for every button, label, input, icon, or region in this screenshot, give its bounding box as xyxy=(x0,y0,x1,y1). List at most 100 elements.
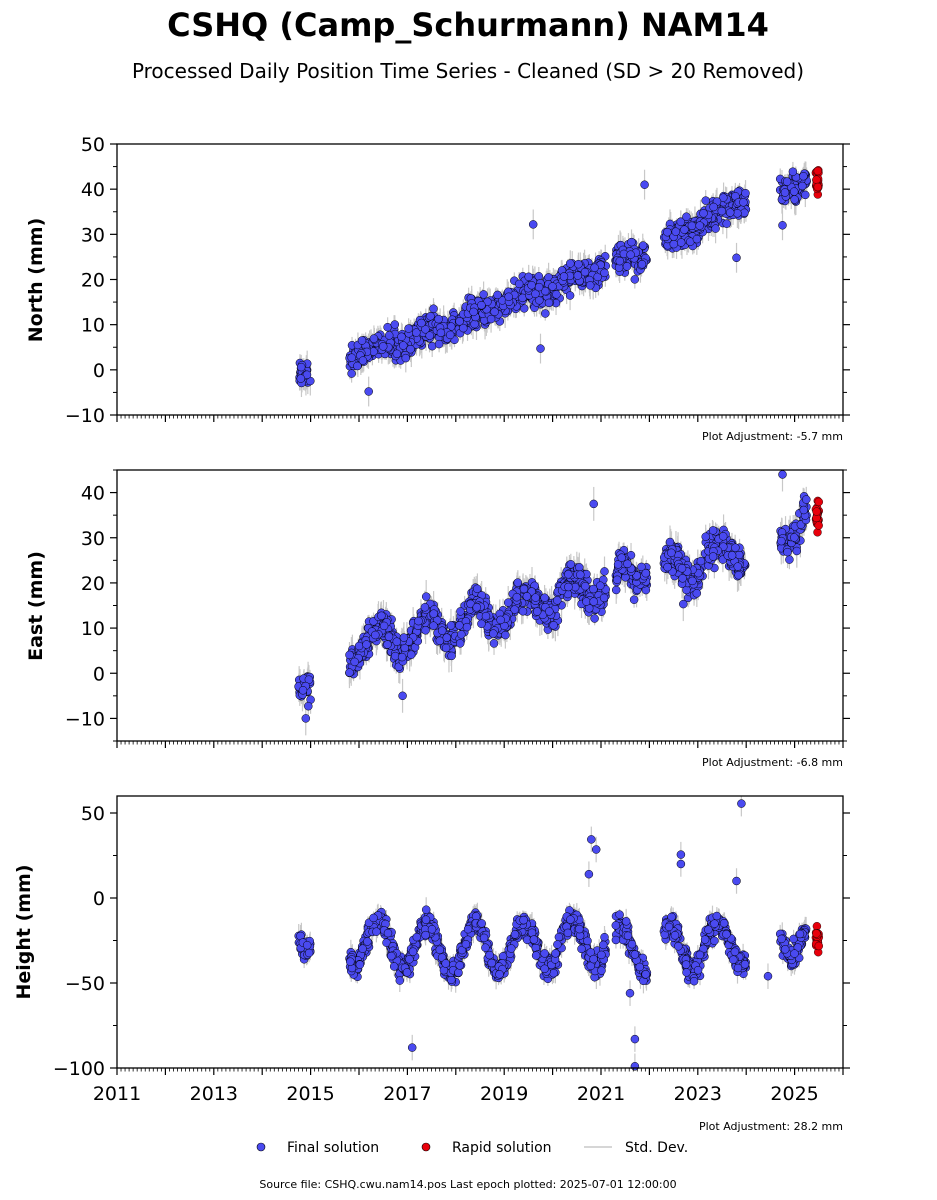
final-solution-point xyxy=(414,616,423,626)
final-solution-point xyxy=(434,314,443,324)
final-solution-point xyxy=(406,344,415,354)
final-solution-point xyxy=(777,536,786,546)
rapid-points xyxy=(811,496,823,537)
north-panel: North (mm) Plot Adjustment: -5.7 mm −10 0… xyxy=(25,134,850,443)
final-solution-point xyxy=(406,650,416,659)
final-solution-point xyxy=(378,342,388,351)
final-points xyxy=(295,167,811,396)
final-solution-point xyxy=(534,282,544,292)
north-y-axis-label: North (mm) xyxy=(25,218,47,343)
final-solution-point xyxy=(676,238,686,247)
rapid-solution-point xyxy=(813,182,822,192)
final-solution-point xyxy=(501,630,510,640)
rapid-solution-point xyxy=(814,497,823,507)
final-solution-point xyxy=(404,324,413,333)
final-solution-point xyxy=(692,234,702,244)
final-solution-point xyxy=(611,585,621,595)
final-solution-point xyxy=(490,307,499,317)
final-solution-point xyxy=(457,630,466,639)
final-solution-point xyxy=(489,639,499,648)
figure-subtitle: Processed Daily Position Time Series - C… xyxy=(132,59,804,83)
final-solution-point xyxy=(447,651,456,661)
final-solution-point xyxy=(732,253,741,263)
final-solution-point xyxy=(575,563,584,572)
final-solution-point xyxy=(301,714,311,723)
final-solution-point xyxy=(377,611,386,621)
final-solution-point xyxy=(446,621,456,630)
final-solution-point xyxy=(545,607,554,616)
final-solution-point xyxy=(680,225,689,234)
final-solution-point xyxy=(677,564,687,573)
final-solution-point xyxy=(731,543,740,552)
final-solution-point xyxy=(455,639,465,648)
final-solution-point xyxy=(514,279,524,289)
final-solution-point xyxy=(429,621,438,630)
final-solution-point xyxy=(472,584,482,594)
final-solution-point xyxy=(470,319,479,329)
final-solution-point xyxy=(518,607,528,616)
final-solution-point xyxy=(540,593,549,602)
y-tick-label: 20 xyxy=(81,270,105,292)
final-solution-point xyxy=(513,578,523,587)
final-solution-point xyxy=(679,599,688,609)
final-solution-point xyxy=(445,330,455,340)
final-solution-point xyxy=(296,362,306,372)
final-solution-point xyxy=(401,353,411,363)
final-solution-point xyxy=(399,633,409,642)
final-solution-point xyxy=(566,259,575,268)
final-solution-point xyxy=(799,171,808,181)
final-solution-point xyxy=(298,686,308,695)
rapid-solution-point xyxy=(814,521,823,530)
final-solution-point xyxy=(574,259,583,269)
y-tick-label: 0 xyxy=(93,360,105,382)
final-solution-point xyxy=(455,317,464,326)
y-tick-label: 40 xyxy=(81,179,105,201)
final-solution-point xyxy=(362,640,371,649)
final-solution-point xyxy=(421,626,430,635)
final-solution-point xyxy=(622,262,632,271)
final-solution-point xyxy=(425,331,434,340)
final-solution-point xyxy=(665,537,675,547)
final-solution-point xyxy=(564,570,573,579)
final-solution-point xyxy=(532,607,542,616)
final-solution-point xyxy=(429,609,438,618)
final-solution-point xyxy=(437,626,447,635)
final-solution-point xyxy=(617,553,626,562)
final-solution-point xyxy=(630,275,640,284)
final-solution-point xyxy=(778,221,787,230)
final-solution-point xyxy=(384,632,394,641)
final-solution-point xyxy=(717,206,727,216)
final-solution-point xyxy=(436,328,446,338)
rapid-points xyxy=(811,166,823,199)
final-solution-point xyxy=(623,559,632,569)
y-ticks: −10 0 10 20 30 40 50 xyxy=(65,134,850,427)
final-solution-point xyxy=(552,290,561,299)
rapid-solution-point xyxy=(812,175,821,184)
final-solution-point xyxy=(789,187,799,196)
final-solution-point xyxy=(429,304,438,313)
final-solution-point xyxy=(733,209,742,218)
final-solution-point xyxy=(802,495,811,504)
final-solution-point xyxy=(792,546,802,556)
final-solution-point xyxy=(718,532,728,541)
figure-title: CSHQ (Camp_Schurmann) NAM14 xyxy=(167,6,769,44)
final-solution-point xyxy=(695,221,704,230)
final-solution-point xyxy=(379,621,389,631)
final-solution-point xyxy=(696,556,706,566)
final-solution-point xyxy=(519,584,529,594)
final-solution-point xyxy=(350,657,359,667)
final-solution-point xyxy=(481,611,491,621)
final-solution-point xyxy=(455,621,464,630)
final-solution-point xyxy=(412,328,421,337)
final-solution-point xyxy=(371,630,380,640)
final-solution-point xyxy=(783,547,792,557)
final-solution-point xyxy=(469,307,478,317)
final-solution-point xyxy=(397,332,406,342)
final-solution-point xyxy=(353,361,362,371)
final-solution-point xyxy=(512,592,522,602)
final-solution-point xyxy=(708,526,718,535)
final-solution-point xyxy=(788,167,798,176)
final-solution-point xyxy=(472,603,482,612)
final-solution-point xyxy=(734,550,744,560)
final-solution-point xyxy=(641,568,651,578)
